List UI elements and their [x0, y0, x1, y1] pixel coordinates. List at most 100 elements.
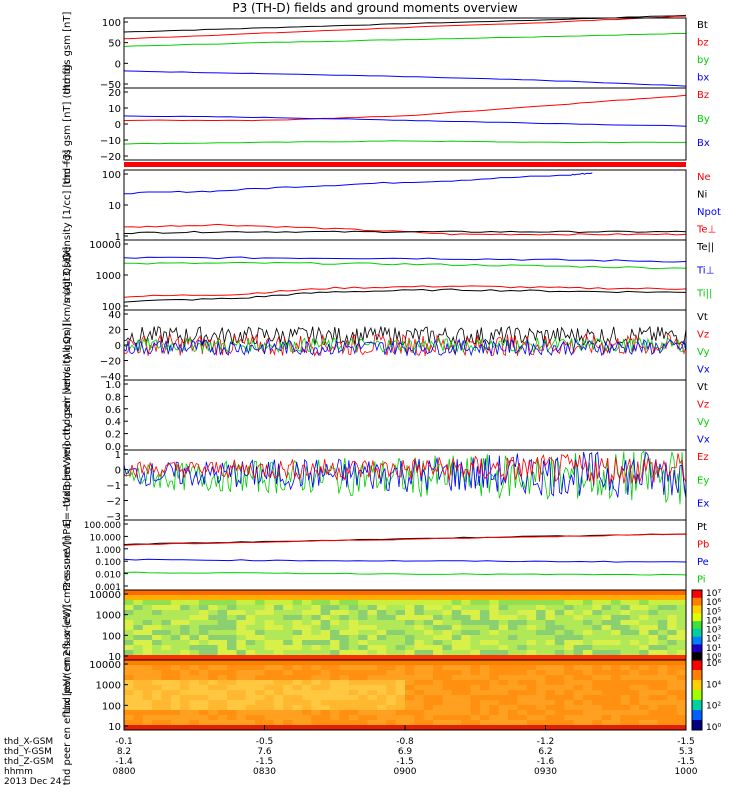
- heatmap-cell: [676, 690, 687, 696]
- heatmap-cell: [564, 720, 575, 726]
- heatmap-cell: [545, 655, 556, 661]
- series-line-Ni: [123, 230, 687, 235]
- heatmap-cell: [470, 610, 481, 616]
- plot-title: P3 (TH-D) fields and ground moments over…: [232, 1, 518, 15]
- heatmap-cell: [479, 640, 490, 646]
- heatmap-cell: [564, 695, 575, 701]
- heatmap-cell: [189, 690, 200, 696]
- heatmap-cell: [592, 625, 603, 631]
- heatmap-cell: [170, 630, 181, 636]
- y-tick-label: 100: [102, 18, 121, 29]
- heatmap-cell: [629, 605, 640, 611]
- heatmap-cell: [395, 620, 406, 626]
- heatmap-cell: [536, 665, 546, 671]
- heatmap-cell: [208, 695, 219, 701]
- heatmap-cell: [629, 695, 640, 701]
- heatmap-cell: [611, 615, 621, 621]
- heatmap-cell: [208, 615, 219, 621]
- heatmap-cell: [161, 690, 172, 696]
- heatmap-cell: [227, 650, 237, 656]
- heatmap-cell: [152, 620, 162, 626]
- heatmap-cell: [451, 610, 462, 616]
- x-row-value: -1.6: [537, 757, 555, 767]
- heatmap-cell: [657, 655, 668, 661]
- heatmap-cell: [152, 725, 162, 731]
- heatmap-cell: [301, 650, 312, 656]
- heatmap-cell: [217, 720, 228, 726]
- heatmap-cell: [639, 665, 650, 671]
- heatmap-cell: [236, 595, 247, 601]
- heatmap-cell: [554, 685, 565, 691]
- heatmap-cell: [320, 615, 331, 621]
- heatmap-cell: [236, 705, 247, 711]
- heatmap-cell: [348, 645, 359, 651]
- heatmap-cell: [470, 630, 481, 636]
- heatmap-cell: [629, 720, 640, 726]
- colorbar-label: 10⁶: [706, 598, 721, 608]
- heatmap-cell: [395, 600, 406, 606]
- heatmap-cell: [301, 725, 312, 731]
- heatmap-cell: [255, 610, 265, 616]
- heatmap-cell: [620, 670, 631, 676]
- heatmap-cell: [273, 690, 284, 696]
- heatmap-cell: [273, 700, 284, 706]
- heatmap-cell: [676, 610, 687, 616]
- heatmap-cell: [470, 620, 481, 626]
- y-tick-label: 0: [115, 59, 121, 70]
- heatmap-cell: [170, 620, 181, 626]
- heatmap-cell: [470, 655, 481, 661]
- heatmap-cell: [358, 595, 369, 601]
- heatmap-cell: [582, 625, 593, 631]
- heatmap-cell: [451, 695, 462, 701]
- series-line-Pe: [123, 558, 687, 563]
- heatmap-cell: [582, 615, 593, 621]
- heatmap-cell: [386, 675, 397, 681]
- heatmap-cell: [423, 700, 434, 706]
- heatmap-cell: [273, 715, 284, 721]
- heatmap-cell: [667, 625, 678, 631]
- heatmap-cell: [498, 715, 509, 721]
- heatmap-cell: [629, 615, 640, 621]
- heatmap-cell: [236, 695, 247, 701]
- heatmap-cell: [423, 625, 434, 631]
- heatmap-cell: [358, 680, 369, 686]
- heatmap-cell: [217, 600, 228, 606]
- heatmap-cell: [423, 640, 434, 646]
- heatmap-cell: [217, 705, 228, 711]
- y-tick-label: 10000: [89, 240, 121, 251]
- heatmap-cell: [142, 670, 153, 676]
- heatmap-cell: [152, 640, 162, 646]
- heatmap-cell: [526, 630, 537, 636]
- heatmap-cell: [152, 685, 162, 691]
- heatmap-cell: [152, 625, 162, 631]
- heatmap-cell: [405, 655, 415, 661]
- heatmap-cell: [601, 680, 612, 686]
- heatmap-cell: [170, 645, 181, 651]
- heatmap-cell: [255, 645, 265, 651]
- heatmap-cell: [236, 640, 247, 646]
- heatmap-cell: [198, 665, 209, 671]
- heatmap-cell: [582, 690, 593, 696]
- heatmap-cell: [442, 690, 453, 696]
- heatmap-cell: [292, 635, 303, 641]
- heatmap-cell: [189, 630, 200, 636]
- heatmap-cell: [517, 635, 528, 641]
- heatmap-cell: [217, 680, 228, 686]
- colorbar-segment: [692, 628, 702, 638]
- heatmap-cell: [461, 635, 472, 641]
- y-tick-label: 10: [108, 104, 121, 115]
- heatmap-cell: [376, 635, 387, 641]
- heatmap-cell: [470, 645, 481, 651]
- heatmap-cell: [227, 625, 237, 631]
- heatmap-cell: [189, 605, 200, 611]
- heatmap-cell: [301, 595, 312, 601]
- heatmap-cell: [180, 715, 191, 721]
- heatmap-cell: [461, 595, 472, 601]
- heatmap-cell: [573, 685, 584, 691]
- heatmap-cell: [639, 615, 650, 621]
- y-tick-label: 0: [115, 466, 121, 477]
- heatmap-cell: [339, 655, 350, 661]
- heatmap-cell: [292, 700, 303, 706]
- heatmap-cell: [152, 615, 162, 621]
- heatmap-cell: [517, 695, 528, 701]
